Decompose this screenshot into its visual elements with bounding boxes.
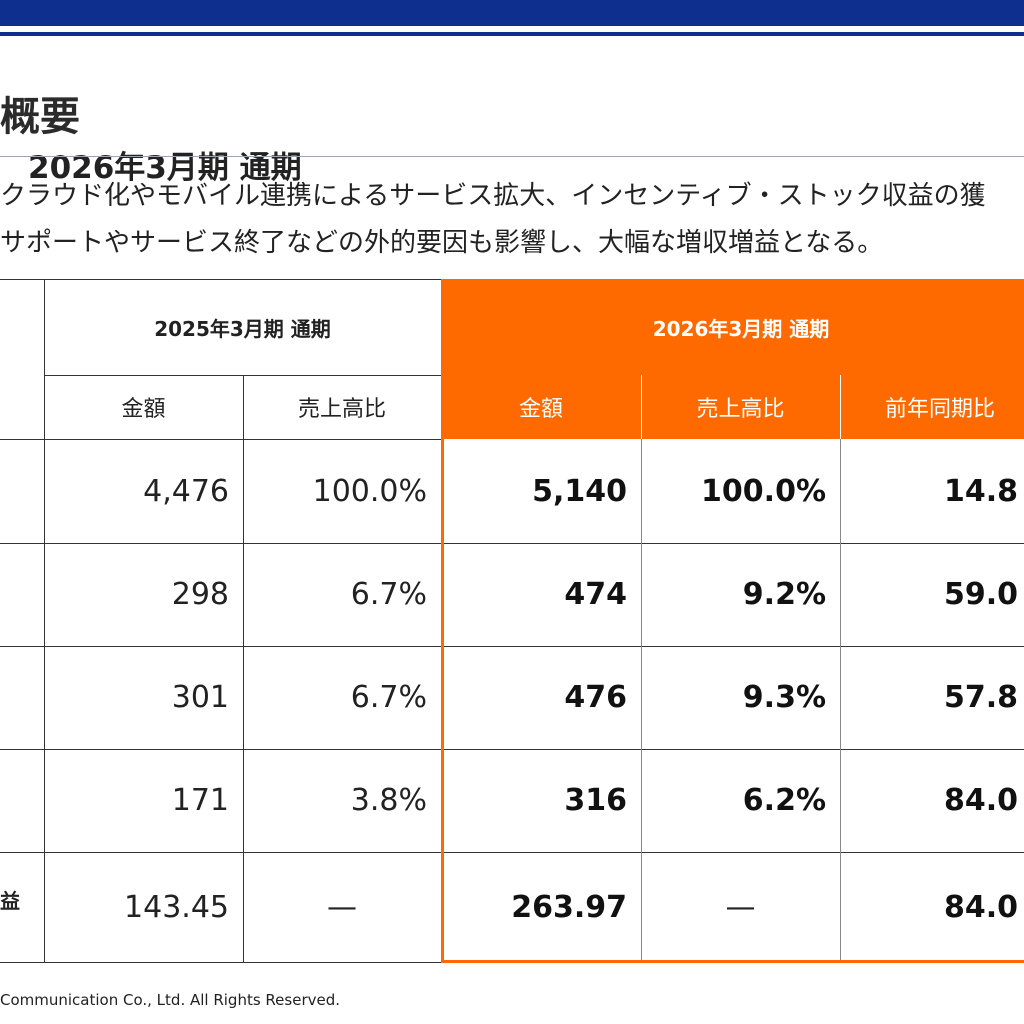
prev-ratio-header: 売上高比 bbox=[297, 397, 386, 422]
curr-amount-cell: 263.97 bbox=[511, 890, 627, 925]
prev-ratio-cell: — bbox=[327, 890, 357, 925]
current-period-header-bg bbox=[441, 279, 1024, 375]
yoy-cell: 84.0 bbox=[944, 890, 1019, 925]
table-divider bbox=[0, 439, 441, 440]
table-divider bbox=[44, 375, 441, 376]
top-brand-bar bbox=[0, 0, 1024, 26]
description-line-1: クラウド化やモバイル連携によるサービス拡大、インセンティブ・ストック収益の獲 bbox=[0, 181, 986, 211]
table-col-divider bbox=[641, 439, 642, 963]
curr-ratio-cell: 100.0% bbox=[701, 473, 826, 509]
copyright-footer: Communication Co., Ltd. All Rights Reser… bbox=[0, 991, 341, 1009]
page-title: 概要 2026年3月期 通期 bbox=[0, 84, 302, 186]
table-divider bbox=[0, 852, 1024, 853]
prev-amount-cell: 4,476 bbox=[143, 473, 229, 509]
current-period-highlight-frame bbox=[441, 279, 1024, 963]
prev-ratio-cell: 6.7% bbox=[350, 680, 427, 715]
page-title-main: 概要 bbox=[0, 94, 80, 140]
table-col-divider bbox=[44, 279, 45, 963]
title-divider bbox=[0, 156, 1024, 157]
prev-amount-header: 金額 bbox=[121, 397, 166, 422]
description-line-2: サポートやサービス終了などの外的要因も影響し、大幅な増収増益となる。 bbox=[0, 228, 884, 258]
prev-ratio-cell: 6.7% bbox=[350, 577, 427, 612]
curr-ratio-cell: 9.2% bbox=[742, 577, 826, 612]
current-period-subheader-bg bbox=[441, 375, 1024, 439]
prev-ratio-cell: 3.8% bbox=[350, 783, 427, 818]
curr-amount-cell: 476 bbox=[564, 680, 627, 715]
prev-amount-cell: 298 bbox=[171, 577, 229, 612]
curr-amount-cell: 5,140 bbox=[532, 473, 627, 509]
prev-amount-cell: 143.45 bbox=[124, 890, 229, 925]
table-col-divider bbox=[840, 439, 841, 963]
curr-ratio-header: 売上高比 bbox=[696, 397, 785, 422]
yoy-header: 前年同期比 bbox=[884, 397, 995, 422]
subheader-divider bbox=[641, 375, 642, 439]
table-bottom-border bbox=[0, 962, 441, 963]
curr-ratio-cell: — bbox=[725, 890, 756, 925]
yoy-cell: 57.8 bbox=[944, 680, 1019, 715]
curr-ratio-cell: 6.2% bbox=[742, 783, 826, 818]
curr-period-header: 2026年3月期 通期 bbox=[652, 316, 830, 341]
table-divider bbox=[0, 543, 1024, 544]
prev-ratio-cell: 100.0% bbox=[312, 473, 427, 509]
curr-amount-cell: 474 bbox=[564, 577, 627, 612]
yoy-cell: 14.8 bbox=[944, 473, 1019, 509]
curr-amount-header: 金額 bbox=[518, 397, 563, 422]
yoy-cell: 84.0 bbox=[944, 783, 1019, 818]
prev-amount-cell: 301 bbox=[171, 680, 229, 715]
table-divider bbox=[0, 646, 1024, 647]
curr-ratio-cell: 9.3% bbox=[742, 680, 826, 715]
yoy-cell: 59.0 bbox=[944, 577, 1019, 612]
row-label: 益 bbox=[0, 889, 20, 913]
financial-summary-table: 2025年3月期 通期 2026年3月期 通期 金額 売上高比 金額 売上高比 … bbox=[0, 279, 1024, 963]
subheader-divider bbox=[840, 375, 841, 439]
top-brand-line bbox=[0, 32, 1024, 36]
table-top-border bbox=[0, 279, 441, 280]
table-col-divider bbox=[243, 375, 244, 963]
table-divider bbox=[0, 749, 1024, 750]
prev-period-header: 2025年3月期 通期 bbox=[154, 316, 331, 341]
prev-amount-cell: 171 bbox=[171, 783, 229, 818]
curr-amount-cell: 316 bbox=[564, 783, 627, 818]
